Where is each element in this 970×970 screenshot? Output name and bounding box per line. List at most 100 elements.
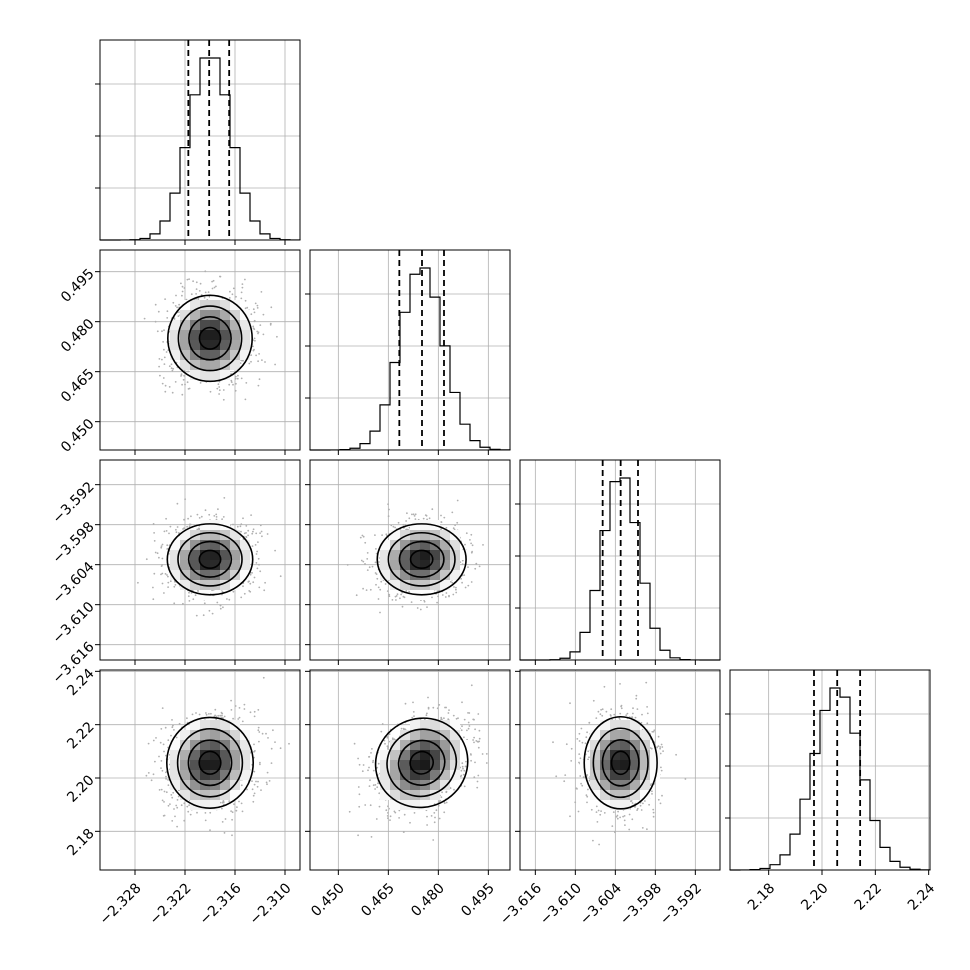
sample-point bbox=[217, 714, 220, 717]
density-cell bbox=[420, 520, 430, 530]
sample-point bbox=[198, 713, 201, 716]
sample-point bbox=[259, 570, 262, 573]
sample-point bbox=[183, 819, 186, 822]
sample-point bbox=[460, 577, 462, 580]
sample-point bbox=[223, 497, 226, 499]
density-cell bbox=[390, 550, 400, 560]
sample-point bbox=[242, 585, 244, 588]
sample-point bbox=[374, 534, 376, 536]
sample-point bbox=[183, 527, 185, 530]
sample-point bbox=[161, 557, 164, 560]
sample-point bbox=[204, 270, 207, 273]
sample-point bbox=[202, 614, 205, 617]
sample-point bbox=[440, 521, 443, 523]
histogram-step bbox=[309, 267, 511, 451]
density-cell bbox=[200, 520, 210, 530]
sample-point bbox=[170, 367, 173, 370]
sample-point bbox=[251, 532, 254, 535]
sample-point bbox=[230, 379, 233, 382]
sample-point bbox=[391, 599, 394, 601]
sample-point bbox=[170, 794, 173, 796]
density-cell bbox=[200, 370, 210, 380]
sample-point bbox=[236, 525, 239, 528]
sample-point bbox=[188, 387, 191, 390]
sample-point bbox=[170, 734, 172, 737]
density-cell bbox=[240, 570, 250, 580]
sample-point bbox=[276, 335, 278, 338]
sample-point bbox=[163, 592, 165, 594]
sample-point bbox=[171, 726, 174, 729]
sample-point bbox=[200, 515, 203, 518]
density-cell bbox=[190, 350, 200, 360]
sample-point bbox=[183, 287, 186, 289]
sample-point bbox=[252, 528, 255, 531]
sample-point bbox=[155, 737, 157, 739]
sample-point bbox=[224, 818, 227, 820]
sample-point bbox=[246, 788, 248, 791]
density-cell bbox=[180, 360, 190, 370]
sample-point bbox=[192, 598, 195, 601]
sample-point bbox=[400, 593, 402, 596]
sample-point bbox=[249, 711, 252, 714]
sample-point bbox=[203, 296, 206, 299]
density-cell bbox=[410, 570, 420, 580]
sample-point bbox=[251, 572, 254, 574]
sample-point bbox=[257, 780, 259, 783]
sample-point bbox=[247, 529, 250, 532]
sample-point bbox=[219, 607, 222, 610]
sample-point bbox=[181, 393, 184, 396]
sample-point bbox=[371, 565, 374, 568]
sample-point bbox=[240, 802, 243, 805]
density-cell bbox=[430, 580, 440, 590]
sample-point bbox=[203, 602, 206, 605]
sample-point bbox=[221, 712, 224, 715]
sample-point bbox=[395, 599, 397, 601]
density-cell bbox=[420, 530, 430, 540]
sample-point bbox=[160, 545, 163, 547]
sample-point bbox=[184, 383, 186, 386]
density-cell bbox=[190, 330, 200, 340]
density-cell bbox=[210, 350, 220, 360]
sample-point bbox=[474, 567, 477, 570]
sample-point bbox=[264, 581, 266, 584]
density-cell bbox=[220, 570, 230, 580]
sample-point bbox=[411, 513, 413, 516]
sample-point bbox=[410, 601, 413, 603]
sample-point bbox=[228, 383, 231, 386]
sample-point bbox=[452, 593, 455, 596]
sample-point bbox=[181, 285, 184, 288]
density-cell bbox=[220, 320, 230, 330]
axes-frame bbox=[99, 249, 301, 451]
density-cell bbox=[430, 550, 440, 560]
sample-point bbox=[222, 516, 225, 518]
sample-point bbox=[175, 528, 177, 531]
sample-point bbox=[475, 562, 478, 565]
sample-point bbox=[252, 349, 255, 352]
sample-point bbox=[288, 742, 290, 745]
density-cell bbox=[410, 540, 420, 550]
sample-point bbox=[470, 581, 473, 583]
sample-point bbox=[163, 363, 166, 365]
density-cell bbox=[210, 310, 220, 320]
sample-point bbox=[471, 550, 473, 553]
sample-point bbox=[253, 328, 256, 331]
sample-point bbox=[456, 499, 459, 502]
density-cell bbox=[180, 540, 190, 550]
density-cell bbox=[210, 560, 220, 570]
sample-point bbox=[192, 280, 195, 283]
sample-point bbox=[467, 566, 469, 568]
sample-point bbox=[247, 581, 250, 583]
sample-point bbox=[199, 282, 202, 285]
y-tick-label: 0.495 bbox=[58, 266, 98, 306]
sample-point bbox=[174, 584, 177, 586]
sample-point bbox=[186, 525, 189, 528]
sample-point bbox=[161, 572, 164, 575]
sample-point bbox=[403, 596, 406, 599]
sample-point bbox=[245, 525, 248, 527]
sample-point bbox=[244, 278, 246, 281]
density-cell bbox=[380, 550, 390, 560]
sample-point bbox=[215, 718, 218, 721]
density-cell bbox=[220, 370, 230, 380]
density-cell bbox=[240, 540, 250, 550]
density-cell bbox=[200, 530, 210, 540]
